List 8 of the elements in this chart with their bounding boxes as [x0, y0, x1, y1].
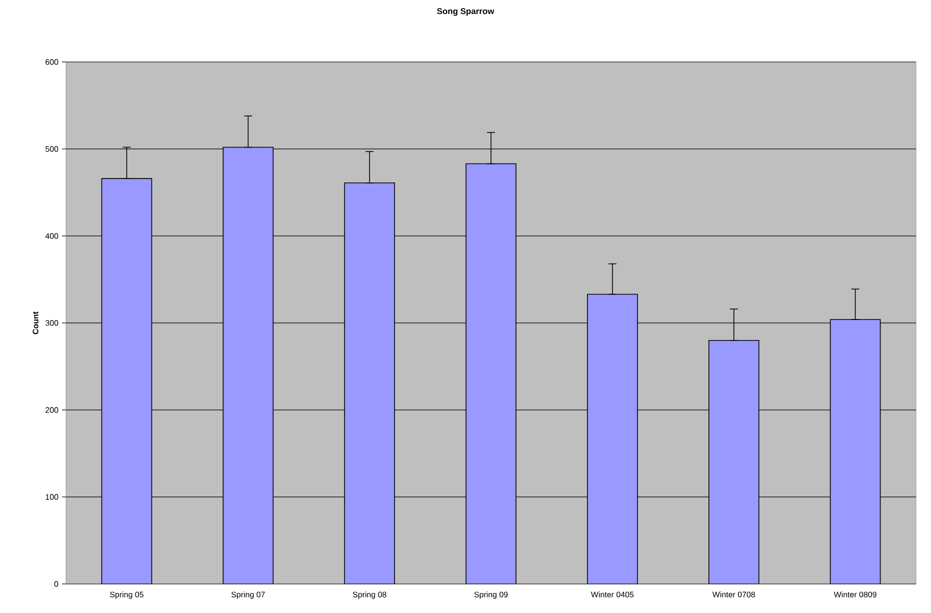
- bar: [101, 178, 152, 584]
- bar: [587, 294, 638, 584]
- bar: [708, 340, 760, 584]
- chart-title: Song Sparrow: [437, 8, 494, 16]
- bar: [344, 182, 395, 584]
- bar: [830, 319, 881, 584]
- bar: [222, 146, 274, 584]
- bar: [466, 163, 516, 584]
